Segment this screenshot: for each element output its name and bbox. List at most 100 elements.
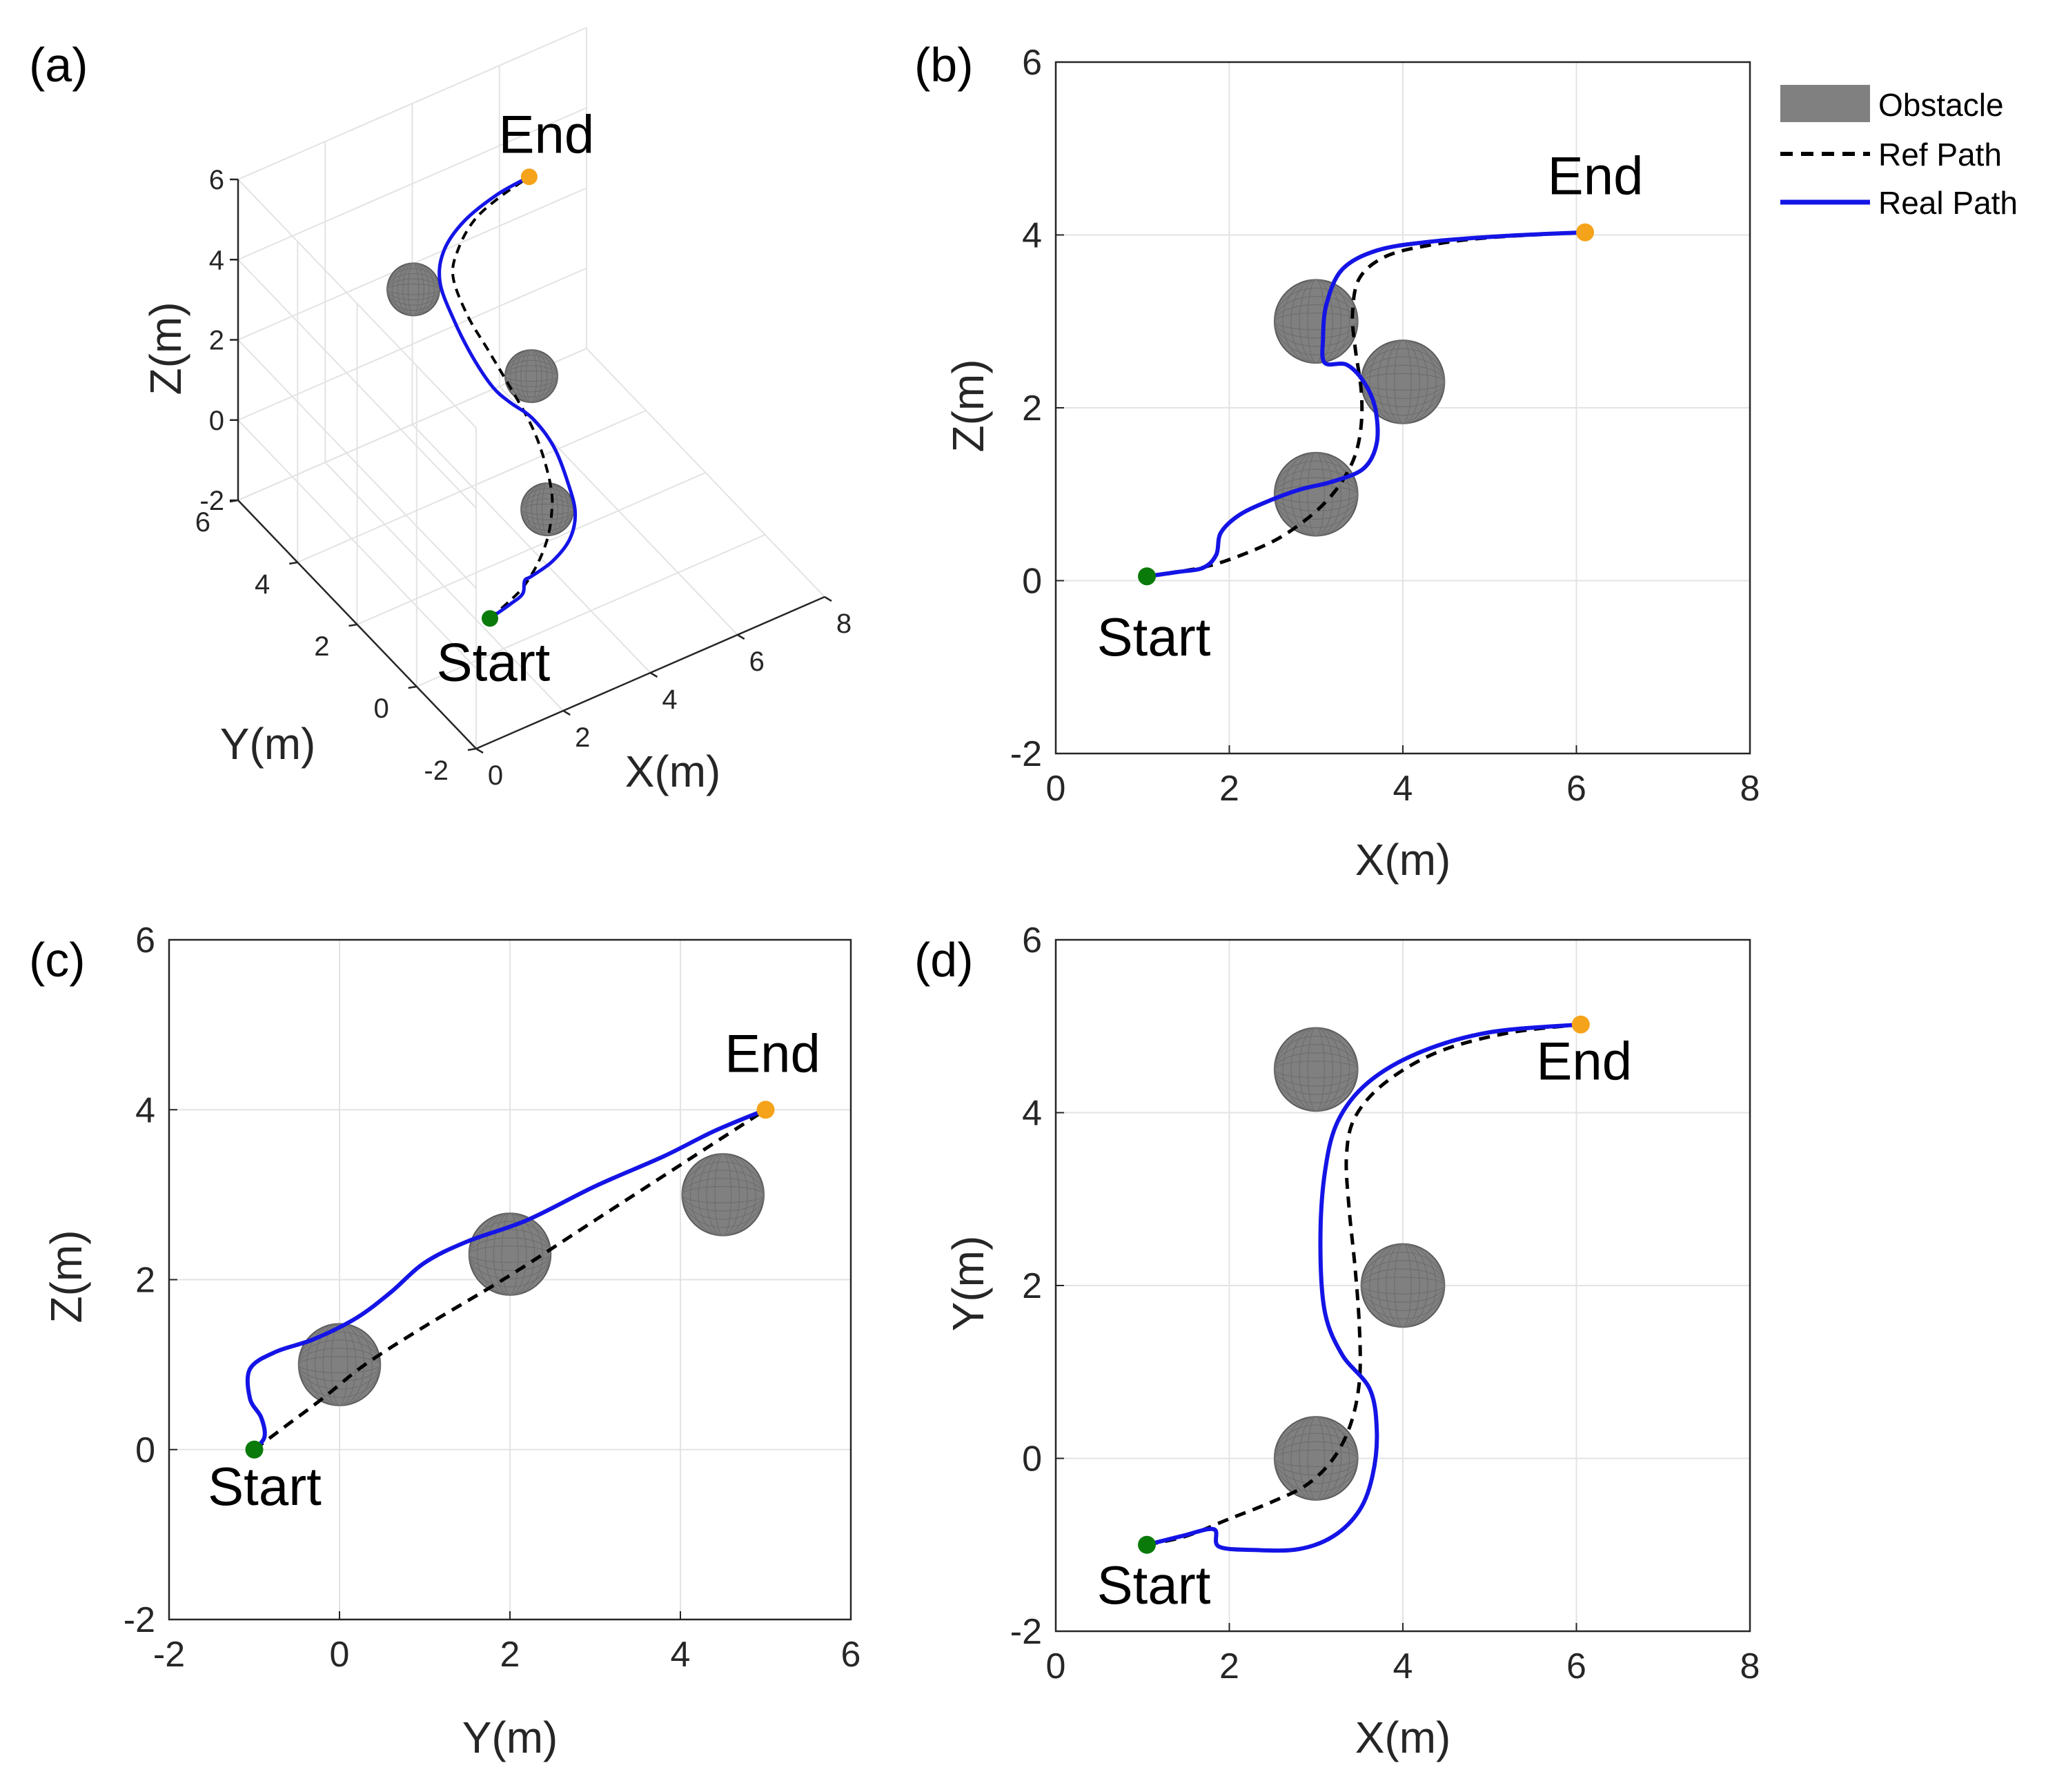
panel-c-ytick-label: 6	[135, 920, 155, 961]
panel-a-ref-path	[451, 175, 554, 620]
panel-a-floor-grid	[297, 410, 647, 563]
panel-a-obstacle-mesh-lat	[504, 355, 558, 398]
panel-a-obstacle-mesh-lon	[509, 349, 553, 403]
panel-d-xtick-label: 4	[1393, 1646, 1413, 1686]
legend-obstacle-label: Obstacle	[1878, 87, 2004, 123]
panel-d-ytick-label: 6	[1022, 920, 1042, 961]
panel-d-end-label: End	[1536, 1031, 1632, 1092]
legend-obstacle-swatch	[1780, 85, 1870, 122]
panel-b-xtick-label: 4	[1393, 769, 1413, 809]
panel-a-floor-grid	[357, 472, 706, 625]
panel-c-obstacle	[297, 1323, 382, 1406]
panel-c-obstacle-mesh-lon	[689, 1153, 756, 1237]
legend-real-label: Real Path	[1878, 185, 2018, 221]
panel-a-zlabel: Z(m)	[141, 302, 190, 395]
panel-c-ytick-label: 4	[135, 1090, 155, 1130]
panel-a-ytick-label: 0	[374, 693, 389, 724]
panel-b-end-marker	[1576, 223, 1595, 242]
panel-c-end-marker	[756, 1101, 775, 1119]
panel-a-wall-grid	[237, 27, 587, 180]
panel-c-xtick-label: -2	[153, 1635, 185, 1675]
panel-c-xtick-label: 2	[500, 1635, 520, 1675]
panel-b-ref-path	[1146, 230, 1586, 578]
panel-a-xtick-label: 8	[836, 609, 852, 639]
panel-d-obstacle	[1273, 1416, 1359, 1501]
panel-d-xlabel: X(m)	[1355, 1713, 1451, 1762]
panel-d-ytick-label: -2	[1010, 1612, 1042, 1652]
panel-b-xlabel: X(m)	[1355, 835, 1451, 885]
panel-a-ytick-label: -2	[424, 756, 449, 786]
panel-b-ylabel: Z(m)	[943, 359, 993, 452]
panel-b-end-label: End	[1548, 146, 1644, 206]
panel-a-xtick-mark	[737, 633, 745, 640]
panel-b-ytick-label: 4	[1022, 216, 1042, 256]
panel-c-start-label: Start	[208, 1456, 322, 1517]
panel-a-obstacle-mesh	[386, 262, 440, 316]
panel-d-obstacle-mesh-lat	[1274, 1035, 1359, 1103]
panel-b-obstacle-mesh-lon	[1369, 339, 1437, 424]
panel-a-xtick-mark	[475, 747, 484, 754]
panel-c-xtick-label: 0	[330, 1635, 350, 1675]
panel-c-obstacle-mesh-lon	[476, 1212, 544, 1296]
panel-d-ytick-label: 2	[1022, 1266, 1042, 1306]
panel-b-obstacle-mesh-lon	[1282, 279, 1350, 364]
panel-label-b: (b)	[914, 38, 974, 92]
panel-a-wall-grid	[237, 179, 477, 429]
panel-a-ytick-label: 2	[314, 631, 329, 662]
panel-a-obstacle	[504, 349, 558, 404]
panel-b-xtick-label: 6	[1566, 769, 1586, 809]
panel-d-start-label: Start	[1097, 1555, 1211, 1615]
panel-a-xtick-label: 6	[749, 647, 765, 677]
panel-d-obstacle-mesh-lon	[1369, 1243, 1437, 1328]
panel-b-start-marker	[1138, 567, 1157, 586]
panel-d-obstacle-mesh	[1274, 1027, 1359, 1112]
panel-c-plot: -2 0 2 4 6 -2 0 2 4 6 Start End	[124, 920, 861, 1675]
panel-d-obstacle-mesh-lon	[1282, 1416, 1350, 1501]
panel-c-obstacle-mesh-lat	[298, 1331, 381, 1398]
panel-a-obstacle-mesh-lon	[526, 482, 569, 536]
legend: Obstacle Ref Path Real Path	[1780, 85, 2018, 221]
panel-label-d: (d)	[914, 933, 974, 987]
panel-a-end-label: End	[498, 104, 594, 164]
panel-c-obstacle-mesh	[681, 1153, 765, 1237]
panel-c-xtick-label: 4	[671, 1635, 691, 1675]
panel-a-xtick-mark	[824, 595, 832, 602]
panel-a-ytick-label: 6	[195, 507, 210, 538]
panel-c-obstacle-mesh-lon	[306, 1323, 373, 1406]
panel-b-obstacle-mesh-lat	[1274, 287, 1359, 355]
panel-c-start-marker	[245, 1440, 264, 1459]
panel-b-real-path	[1146, 230, 1586, 579]
panel-a-wall-grid	[237, 107, 587, 261]
panel-a-ytick-mark	[348, 623, 357, 627]
panel-b-axes-box	[1054, 61, 1751, 755]
panel-c-xtick-label: 6	[841, 1635, 861, 1675]
panel-a-xtick-label: 0	[488, 760, 503, 791]
panel-a-real-path	[437, 175, 578, 620]
legend-ref-label: Ref Path	[1878, 137, 2002, 173]
panel-d-ylabel: Y(m)	[943, 1236, 993, 1332]
panel-d-ytick-label: 0	[1022, 1439, 1042, 1479]
panel-a-xlabel: X(m)	[625, 747, 721, 796]
panel-c-obstacle-mesh	[469, 1212, 551, 1296]
panel-b-obstacle-mesh-lat	[1274, 460, 1359, 529]
panel-b-xtick-label: 2	[1219, 769, 1239, 809]
panel-c-ylabel: Z(m)	[41, 1230, 91, 1323]
panel-d-start-marker	[1138, 1535, 1157, 1554]
panel-a-obstacle	[520, 482, 575, 537]
panel-a-ytick-mark	[289, 561, 298, 565]
panel-a-end-marker	[520, 168, 538, 186]
panel-c-ytick-label: 0	[135, 1430, 155, 1470]
panel-a-obstacle	[386, 262, 441, 317]
panel-a-start-label: Start	[437, 631, 551, 692]
panel-a-wall-grid	[237, 259, 477, 509]
panel-b-ytick-label: 2	[1022, 388, 1042, 429]
panel-b-ytick-label: 0	[1022, 562, 1042, 602]
panel-d-xtick-label: 2	[1219, 1646, 1239, 1686]
panel-c-ytick-label: -2	[124, 1600, 155, 1640]
panel-c-obstacle	[681, 1153, 765, 1237]
panel-a-ztick-label: 6	[209, 165, 224, 195]
panel-c-ref-path	[253, 1108, 767, 1451]
